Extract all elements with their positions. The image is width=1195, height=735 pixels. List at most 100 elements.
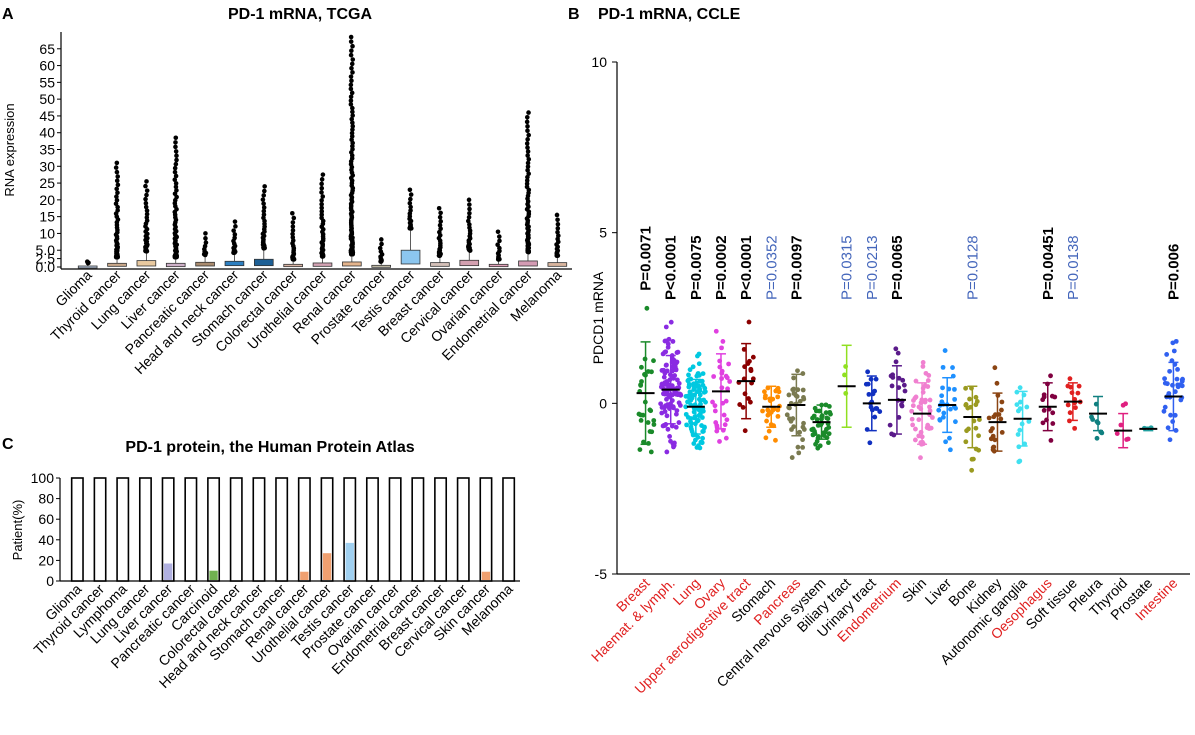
outlier-ovarian-cancer	[495, 242, 500, 248]
outlier-lung-cancer	[143, 200, 149, 206]
point-pancreas	[786, 405, 792, 410]
outlier-head-and-neck-cancer	[232, 235, 237, 241]
point-haemat-lymph	[663, 349, 669, 355]
outlier-endometrial-cancer	[524, 181, 530, 186]
point-skin	[909, 408, 915, 414]
panel-b-xtick-label-skin: Skin	[899, 575, 930, 606]
outlier-stomach-cancer	[261, 212, 267, 217]
point-stomach	[765, 407, 771, 413]
panel-b-title: PD-1 mRNA, CCLE	[598, 6, 741, 23]
point-central-nervous-system	[822, 429, 828, 435]
outlier-renal-cancer	[349, 61, 355, 67]
outlier-melanoma	[555, 229, 560, 235]
box-renal-cancer	[342, 261, 362, 267]
point-kidney	[999, 407, 1004, 413]
point-breast	[651, 418, 657, 423]
point-oesophagus	[1041, 392, 1047, 398]
point-intestine	[1167, 368, 1173, 374]
point-urinary-tract	[873, 406, 879, 411]
point-pancreas	[800, 437, 805, 443]
point-haemat-lymph	[666, 336, 672, 342]
point-soft-tissue	[1073, 405, 1078, 411]
point-liver	[947, 447, 953, 453]
outlier-renal-cancer	[348, 34, 354, 40]
point-ovary	[723, 435, 729, 441]
point-skin	[910, 422, 916, 428]
box-cervical-cancer	[459, 259, 480, 267]
point-ovary	[725, 386, 730, 392]
bar-total-glioma	[70, 477, 84, 582]
outlier-stomach-cancer	[261, 205, 267, 210]
point-intestine	[1175, 366, 1180, 372]
outlier-endometrial-cancer	[525, 145, 530, 150]
point-central-nervous-system	[814, 417, 820, 422]
point-oesophagus	[1040, 397, 1046, 403]
point-skin	[910, 403, 916, 409]
point-haemat-lymph	[673, 424, 679, 430]
point-oesophagus	[1050, 410, 1056, 416]
outlier-urothelial-cancer	[319, 181, 324, 187]
point-lung	[695, 371, 701, 377]
point-breast	[649, 369, 654, 375]
box-glioma	[77, 265, 98, 269]
point-pancreas	[797, 398, 803, 404]
panel-c-title: PD-1 protein, the Human Protein Atlas	[125, 439, 414, 456]
panel-a-ytick-label: 10	[39, 225, 55, 241]
panel-a-ytick-label: 45	[39, 108, 55, 124]
point-intestine	[1162, 376, 1167, 382]
outlier-prostate-cancer	[379, 241, 384, 247]
point-lung	[703, 399, 708, 405]
point-pancreas	[796, 430, 802, 436]
point-lung	[690, 364, 696, 370]
point-lung	[686, 377, 691, 383]
panel-a-boxes	[77, 34, 568, 269]
point-central-nervous-system	[811, 413, 817, 419]
box-urothelial-cancer	[312, 262, 333, 267]
point-haemat-lymph	[675, 377, 680, 383]
outlier-renal-cancer	[348, 52, 354, 58]
point-breast	[637, 447, 643, 452]
outlier-breast-cancer	[436, 205, 442, 211]
point-intestine	[1171, 348, 1177, 354]
point-stomach	[771, 406, 777, 412]
point-haemat-lymph	[674, 408, 680, 413]
point-central-nervous-system	[826, 425, 832, 430]
outlier-thyroid-cancer	[113, 201, 119, 207]
bar-positive-urothelial-cancer	[322, 553, 332, 580]
panel-b-ylabel: PDCD1 mRNA	[590, 271, 606, 364]
outlier-urothelial-cancer	[319, 205, 324, 211]
point-ovary	[727, 379, 733, 384]
bar-total-pancreatic-cancer	[184, 477, 198, 582]
outlier-thyroid-cancer	[114, 197, 120, 203]
point-central-nervous-system	[828, 411, 833, 417]
outlier-head-and-neck-cancer	[232, 219, 238, 224]
outlier-renal-cancer	[348, 82, 354, 88]
point-intestine	[1170, 419, 1176, 424]
outlier-renal-cancer	[348, 98, 354, 103]
point-bone	[963, 385, 969, 391]
bar-total-liver-cancer	[161, 477, 175, 582]
point-soft-tissue	[1065, 402, 1071, 408]
point-central-nervous-system	[826, 440, 831, 446]
point-autonomic-ganglia	[1015, 432, 1021, 437]
point-kidney	[992, 365, 998, 371]
outlier-thyroid-cancer	[114, 178, 120, 184]
p-value-lung: P=0.0075	[688, 235, 705, 300]
bar-total-lymphoma	[116, 477, 130, 582]
point-lung	[687, 389, 693, 395]
point-upper-aerodigestive-tract	[737, 402, 743, 407]
panel-a-ylabel: RNA expression	[2, 103, 17, 196]
point-endometrium	[895, 350, 901, 356]
p-value-endometrium: P=0.0065	[889, 235, 906, 300]
outlier-endometrial-cancer	[525, 164, 531, 169]
outlier-thyroid-cancer	[115, 208, 120, 213]
point-central-nervous-system	[810, 432, 816, 438]
outlier-glioma	[84, 259, 90, 264]
point-liver	[940, 414, 946, 420]
panel-a-ytick-label: 0.0	[36, 259, 56, 275]
point-bone	[963, 402, 969, 407]
outlier-head-and-neck-cancer	[232, 232, 238, 237]
panel-a-letter: A	[2, 6, 14, 23]
